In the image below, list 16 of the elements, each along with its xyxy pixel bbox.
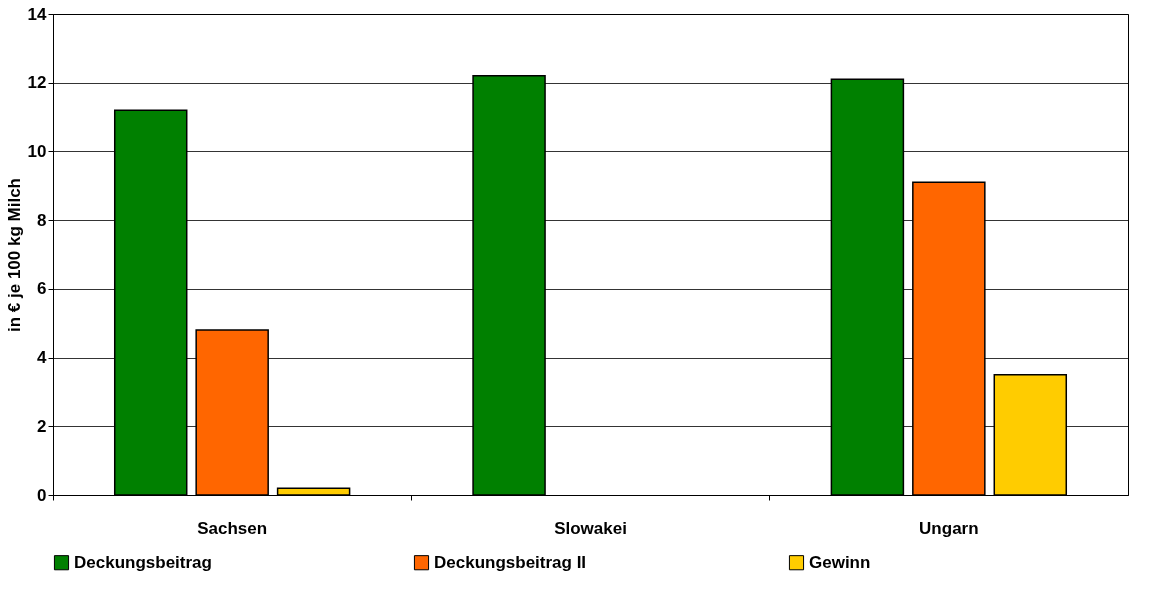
- y-tick-label: 12: [27, 73, 47, 93]
- y-tick-label: 2: [37, 416, 47, 436]
- legend-label: Deckungsbeitrag II: [434, 552, 587, 572]
- y-tick-label: 0: [37, 485, 47, 505]
- x-tick-label: Ungarn: [919, 518, 979, 538]
- y-tick-label: 4: [37, 348, 48, 368]
- y-tick-label: 10: [27, 141, 47, 161]
- y-tick-label: 8: [37, 210, 47, 230]
- x-tick-label: Sachsen: [197, 518, 268, 538]
- bar: [276, 487, 351, 496]
- y-axis-title: in € je 100 kg Milch: [4, 177, 24, 333]
- legend-label: Gewinn: [809, 552, 871, 572]
- y-tick-label: 14: [27, 4, 48, 24]
- legend-label: Deckungsbeitrag: [74, 552, 212, 572]
- x-tick-label: Slowakei: [554, 518, 627, 538]
- y-tick-label: 6: [37, 279, 47, 299]
